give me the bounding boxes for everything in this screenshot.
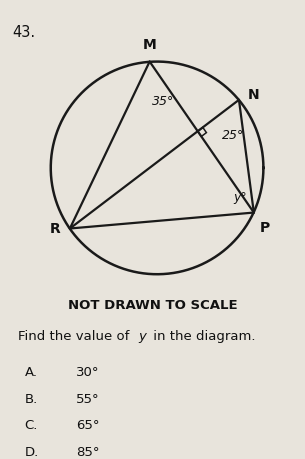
Text: N: N <box>247 88 259 101</box>
Text: NOT DRAWN TO SCALE: NOT DRAWN TO SCALE <box>68 299 237 312</box>
Text: 55°: 55° <box>76 393 100 406</box>
Text: D.: D. <box>24 446 39 459</box>
Text: y: y <box>139 330 147 343</box>
Text: R: R <box>50 222 60 235</box>
Text: B.: B. <box>24 393 38 406</box>
Text: in the diagram.: in the diagram. <box>149 330 256 343</box>
Text: C.: C. <box>24 420 38 432</box>
Text: M: M <box>143 38 156 52</box>
Text: 35°: 35° <box>152 95 174 108</box>
Text: Find the value of: Find the value of <box>18 330 134 343</box>
Text: y°: y° <box>234 191 247 204</box>
Text: P: P <box>260 221 271 235</box>
Text: 25°: 25° <box>222 129 244 142</box>
Text: 30°: 30° <box>76 366 100 380</box>
Text: A.: A. <box>24 366 38 380</box>
Text: 43.: 43. <box>12 25 35 40</box>
Text: 85°: 85° <box>76 446 100 459</box>
Text: 65°: 65° <box>76 420 100 432</box>
